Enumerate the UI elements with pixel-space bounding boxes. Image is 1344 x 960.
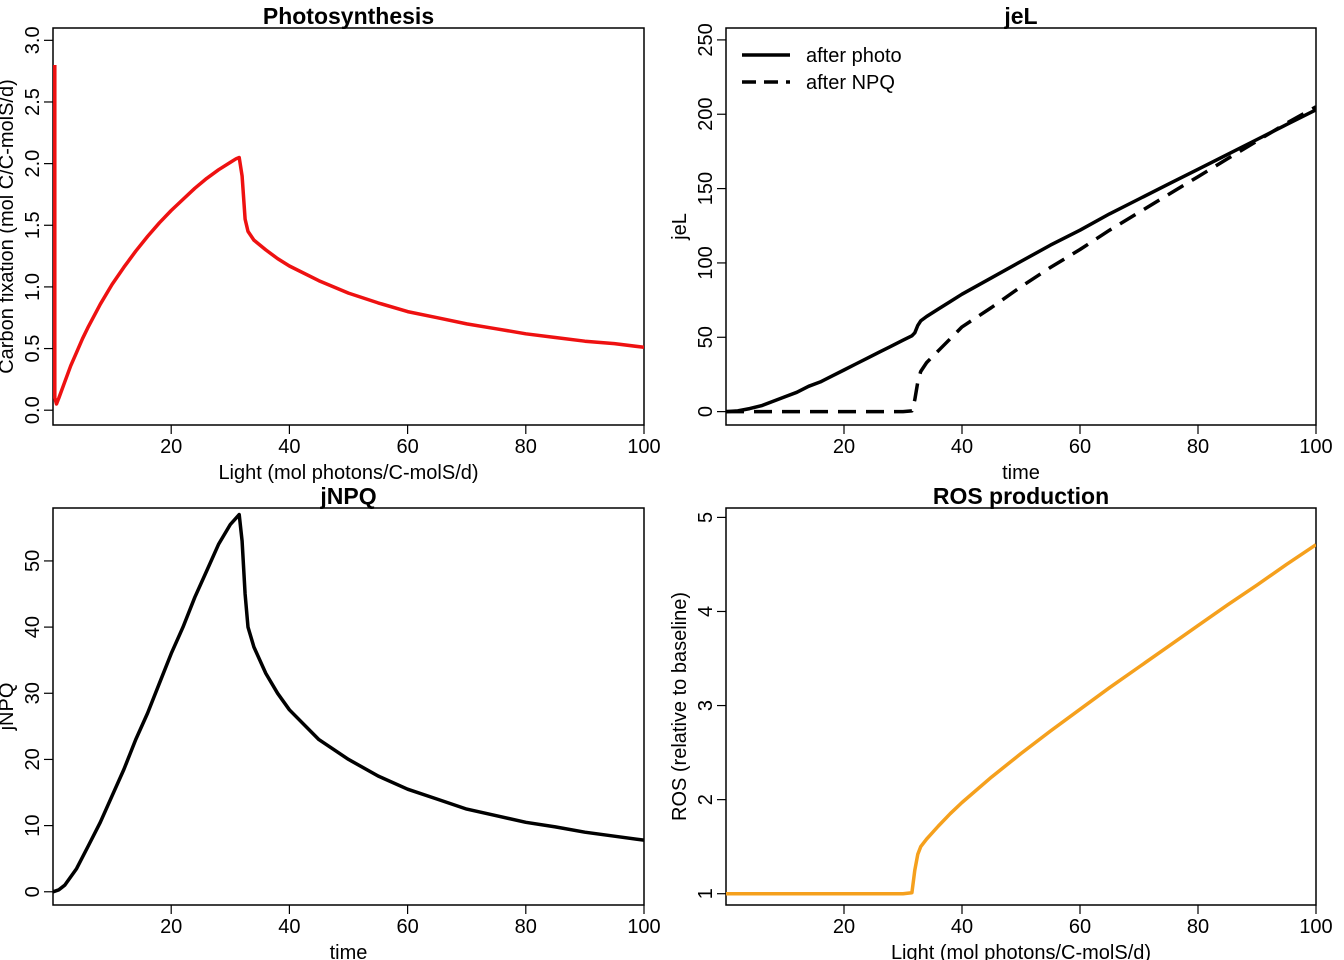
chart-title: jNPQ xyxy=(319,483,376,509)
y-tick-label: 0 xyxy=(695,406,717,417)
x-tick-label: 20 xyxy=(160,916,182,938)
x-tick-label: 60 xyxy=(1069,916,1091,938)
y-tick-label: 4 xyxy=(695,606,717,617)
y-tick-label: 5 xyxy=(695,512,717,523)
y-tick-label: 30 xyxy=(22,682,44,704)
y-tick-label: 50 xyxy=(695,326,717,348)
y-tick-label: 1.5 xyxy=(22,211,44,239)
y-tick-label: 10 xyxy=(22,814,44,836)
series-line-1 xyxy=(726,108,1316,414)
y-axis-label: jNPQ xyxy=(0,683,18,732)
y-tick-label: 40 xyxy=(22,616,44,638)
plot-frame xyxy=(52,27,645,426)
legend: after photo after NPQ xyxy=(742,45,902,94)
y-tick-label: 50 xyxy=(22,550,44,572)
x-tick-label: 40 xyxy=(951,436,973,458)
y-axis-label: Carbon fixation (mol C/C-molS/d) xyxy=(0,79,18,374)
x-tick-label: 20 xyxy=(160,436,182,458)
x-tick-label: 60 xyxy=(1069,436,1091,458)
y-tick-label: 0.0 xyxy=(22,396,44,424)
x-tick-label: 100 xyxy=(1299,916,1332,938)
x-tick-label: 20 xyxy=(833,916,855,938)
y-tick-label: 200 xyxy=(695,98,717,131)
legend-label: after NPQ xyxy=(806,72,895,94)
y-tick-label: 150 xyxy=(695,172,717,205)
x-tick-label: 40 xyxy=(278,436,300,458)
y-tick-label: 1.0 xyxy=(22,273,44,301)
chart-panel-1: Photosynthesis 20 40 60 80 100 Light (mol phot… xyxy=(0,3,661,484)
y-tick-label: 3 xyxy=(695,700,717,711)
y-axis-label: jeL xyxy=(669,213,691,241)
x-tick-label: 80 xyxy=(515,436,537,458)
x-tick-label: 100 xyxy=(627,916,660,938)
y-tick-label: 2 xyxy=(695,794,717,805)
y-tick-label: 20 xyxy=(22,748,44,770)
x-tick-label: 20 xyxy=(833,436,855,458)
plot-frame xyxy=(52,507,645,906)
x-tick-label: 80 xyxy=(1187,436,1209,458)
y-tick-label: 250 xyxy=(695,23,717,56)
y-tick-label: 0 xyxy=(22,886,44,897)
chart-title: Photosynthesis xyxy=(263,3,434,29)
chart-title: jeL xyxy=(1003,3,1037,29)
plot-frame xyxy=(725,507,1317,906)
chart-panel-2: jeL 20 40 60 80 100 time 0 50 100 150 200 250 jeL afte… xyxy=(669,3,1333,484)
y-tick-label: 2.0 xyxy=(22,150,44,178)
x-axis-label: time xyxy=(1002,462,1040,484)
y-tick-label: 0.5 xyxy=(22,335,44,363)
x-tick-label: 80 xyxy=(1187,916,1209,938)
y-axis-label: ROS (relative to baseline) xyxy=(669,592,691,821)
x-tick-label: 40 xyxy=(951,916,973,938)
x-axis-label: time xyxy=(330,942,368,960)
y-tick-label: 2.5 xyxy=(22,88,44,116)
x-tick-label: 60 xyxy=(396,916,418,938)
plot-frame xyxy=(725,27,1317,426)
x-tick-label: 60 xyxy=(396,436,418,458)
x-axis-label: Light (mol photons/C-molS/d) xyxy=(891,942,1151,960)
y-tick-label: 1 xyxy=(695,888,717,899)
x-tick-label: 80 xyxy=(515,916,537,938)
x-tick-label: 100 xyxy=(627,436,660,458)
series-line-1 xyxy=(53,65,644,406)
series-line-2 xyxy=(726,105,1316,414)
x-axis-label: Light (mol photons/C-molS/d) xyxy=(218,462,478,484)
series-line-1 xyxy=(53,512,644,894)
x-tick-label: 40 xyxy=(278,916,300,938)
chart-title: ROS production xyxy=(933,483,1109,509)
chart-panel-4: ROS production 20 40 60 80 100 Light (mol phot… xyxy=(669,483,1333,960)
legend-label: after photo xyxy=(806,45,902,67)
y-tick-label: 100 xyxy=(695,246,717,279)
series-line-1 xyxy=(726,543,1316,896)
y-tick-label: 3.0 xyxy=(22,26,44,54)
x-tick-label: 100 xyxy=(1299,436,1332,458)
